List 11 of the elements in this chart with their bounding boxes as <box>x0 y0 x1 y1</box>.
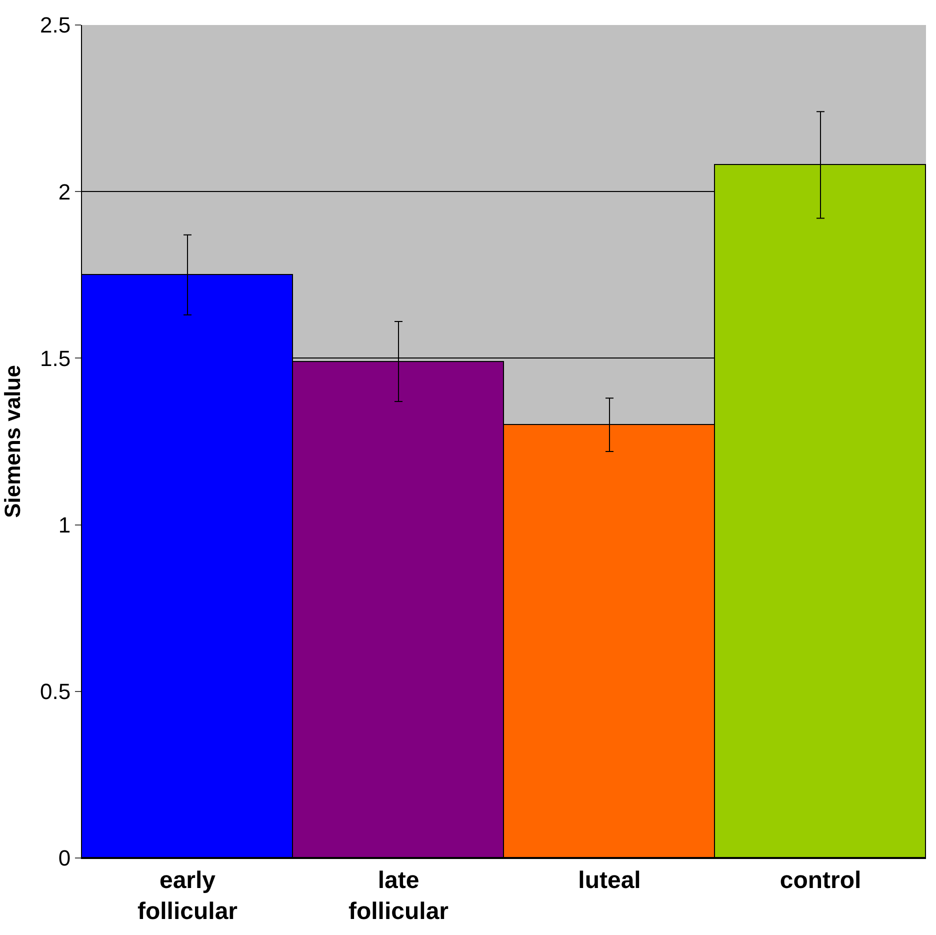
y-tick-label: 0 <box>58 846 71 871</box>
y-tick-label: 1.5 <box>40 346 71 371</box>
x-tick-label: control <box>780 866 862 894</box>
x-tick-label: late follicular <box>348 866 449 925</box>
x-tick-label: early follicular <box>137 866 238 925</box>
y-axis-title: Siemens value <box>0 365 25 518</box>
y-tick-label: 0.5 <box>40 679 71 704</box>
y-tick-label: 1 <box>58 512 71 538</box>
y-tick-label: 2 <box>58 179 71 204</box>
y-tick-label: 2.5 <box>40 12 71 38</box>
x-tick-label: luteal <box>578 866 641 894</box>
